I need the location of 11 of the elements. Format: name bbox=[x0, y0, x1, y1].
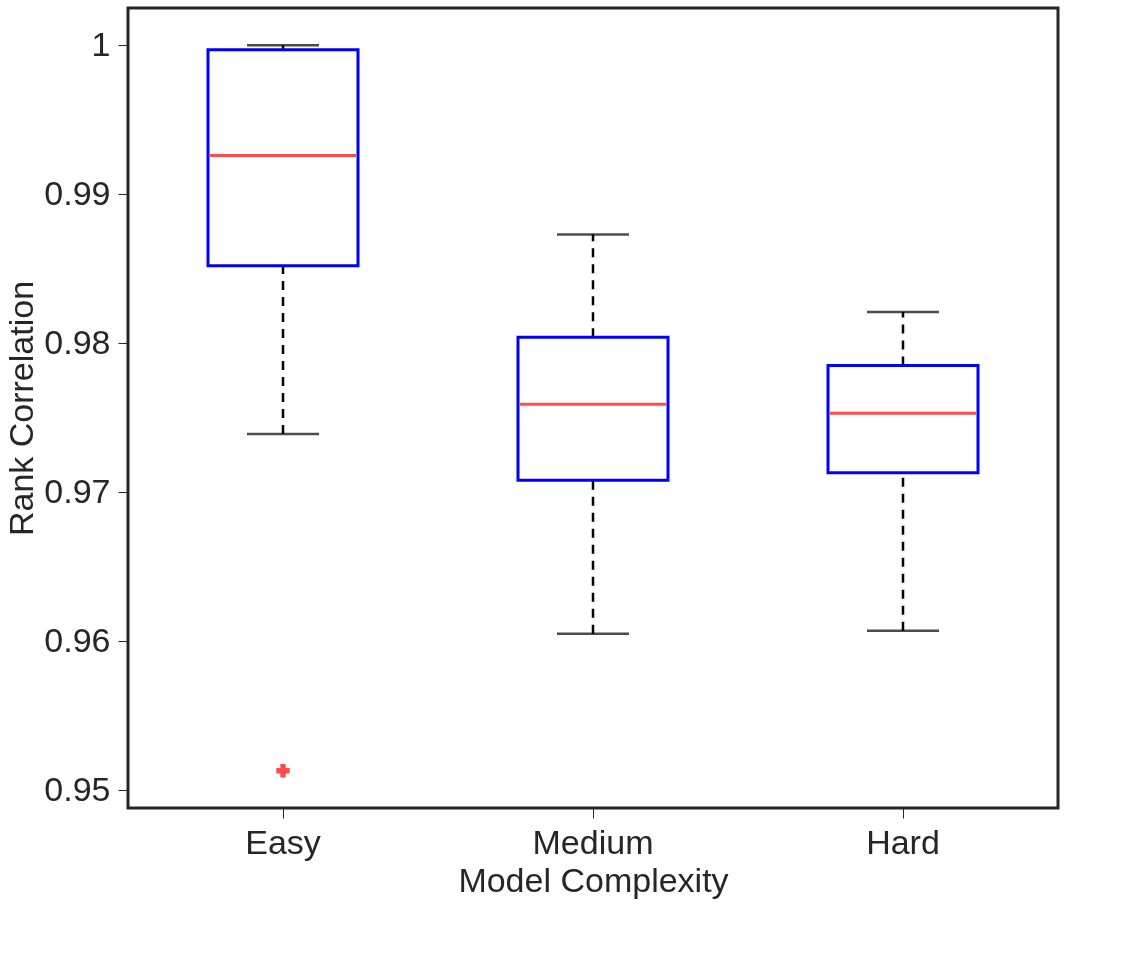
y-tick-label: 0.97 bbox=[44, 471, 111, 510]
x-tick-label: Easy bbox=[245, 822, 321, 861]
y-tick-label: 1 bbox=[91, 24, 111, 63]
y-axis-title: Rank Correlation bbox=[2, 280, 41, 537]
y-tick-label: 0.99 bbox=[44, 173, 111, 212]
y-tick-label: 0.98 bbox=[44, 322, 111, 361]
x-tick-label: Medium bbox=[532, 822, 654, 861]
x-axis-title: Model Complexity bbox=[458, 860, 729, 899]
y-tick-label: 0.95 bbox=[44, 769, 111, 808]
y-tick-label: 0.96 bbox=[44, 620, 111, 659]
x-tick-label: Hard bbox=[866, 822, 940, 861]
